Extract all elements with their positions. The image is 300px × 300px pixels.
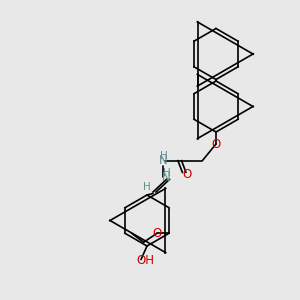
- Text: H: H: [163, 167, 170, 178]
- Text: O: O: [182, 167, 191, 181]
- Text: OH: OH: [136, 254, 154, 268]
- Text: N: N: [159, 154, 168, 167]
- Text: O: O: [152, 227, 162, 240]
- Text: O: O: [212, 137, 220, 151]
- Text: H: H: [142, 182, 150, 193]
- Text: N: N: [162, 170, 171, 184]
- Text: H: H: [160, 151, 167, 161]
